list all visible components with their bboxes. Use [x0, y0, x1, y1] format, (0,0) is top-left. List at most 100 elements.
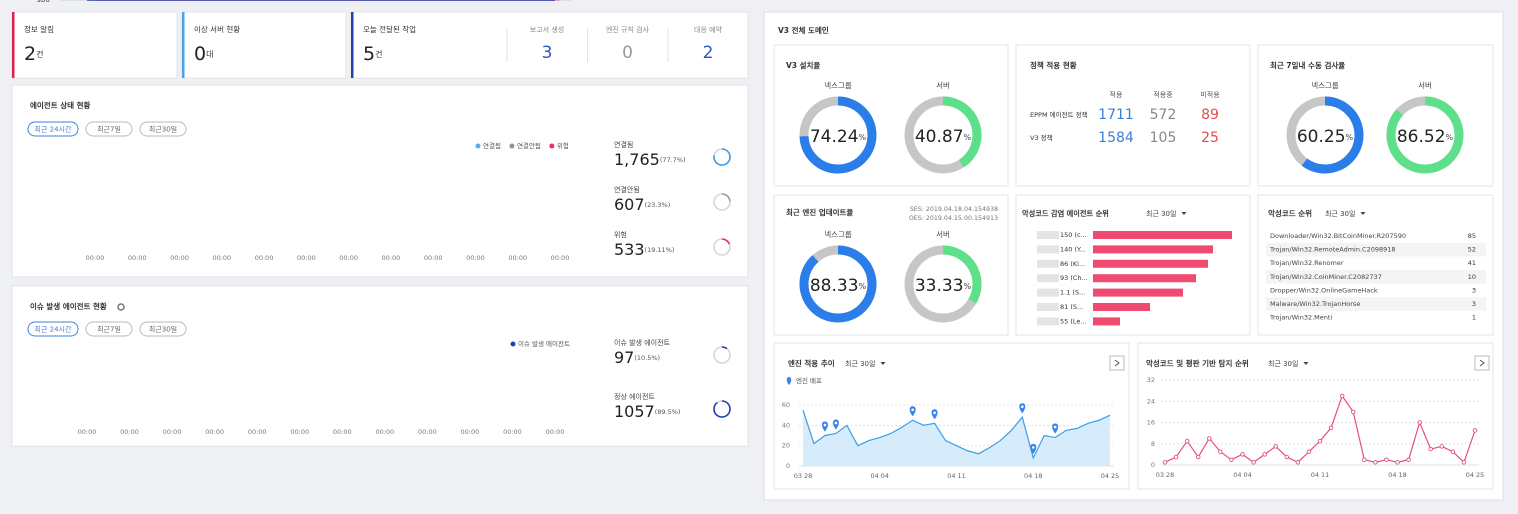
y-tick-label: 60 — [782, 401, 790, 409]
tab-label: 최근 24시간 — [35, 125, 72, 134]
x-tick-label: 00:00 — [297, 254, 316, 262]
card — [11, 84, 749, 278]
filter-dropdown[interactable]: 최근 30일 — [1146, 209, 1176, 218]
malware-name: Trojan/Win32.Renomer — [1269, 259, 1344, 267]
legend-label: 연결됨 — [483, 141, 501, 150]
donut-label: 서버 — [936, 80, 950, 90]
dropdown-arrow — [1360, 212, 1366, 215]
x-tick-label: 00:00 — [255, 254, 274, 262]
row-label: V3 정책 — [1030, 133, 1053, 142]
y-tick-label: 50 — [41, 0, 50, 4]
next-button[interactable] — [1474, 355, 1490, 371]
y-tick-label: 32 — [1147, 376, 1155, 384]
malware-name: Trojan/Win32.CoinMiner.C2082737 — [1269, 273, 1382, 281]
card-accent — [12, 12, 15, 78]
malware-name: Downloader/Win32.BitCoinMiner.R207590 — [1270, 232, 1406, 240]
stat-value: 1057(89.5%) — [614, 402, 680, 421]
x-tick-label: 00:00 — [128, 254, 147, 262]
row-stripe — [1266, 297, 1486, 311]
bar — [1093, 288, 1183, 297]
legend-dot — [549, 143, 555, 149]
filter-dropdown[interactable]: 최근 30일 — [1268, 359, 1298, 368]
filter-dropdown[interactable]: 최근 30일 — [1325, 209, 1355, 218]
unit: % — [1446, 133, 1454, 142]
bar-label: 86 (Ki... — [1060, 260, 1085, 268]
release-pin — [1019, 403, 1026, 414]
x-tick-label: 00:00 — [170, 254, 189, 262]
cell-value: 89 — [1201, 107, 1219, 123]
x-tick-label: 03 28 — [794, 472, 813, 480]
x-tick-label: 00:00 — [508, 254, 527, 262]
panel-title: 이슈 발생 에이전트 현황 — [30, 301, 107, 311]
ring-arc — [904, 245, 982, 323]
tab[interactable] — [139, 321, 187, 337]
task-value: 3 — [542, 43, 553, 63]
cell-value: 1711 — [1098, 107, 1134, 123]
card — [181, 11, 347, 79]
dropdown-arrow — [880, 362, 886, 365]
tab[interactable] — [139, 121, 187, 137]
x-tick-label: 00:00 — [382, 254, 401, 262]
point — [1339, 393, 1345, 399]
tab-label: 최근7일 — [97, 125, 121, 134]
column-header: 적용중 — [1153, 90, 1173, 99]
release-pin — [1052, 423, 1059, 434]
task-label: 엔진 규칙 검사 — [606, 25, 650, 34]
legend-label: 위험 — [557, 142, 569, 150]
card — [1257, 194, 1494, 336]
stat-value: 1,765(77.7%) — [614, 150, 686, 169]
bar — [1093, 231, 1232, 239]
x-tick-label: 00:00 — [163, 428, 182, 436]
value: 33.33 — [915, 276, 964, 296]
x-tick-label: 04 18 — [1388, 471, 1407, 479]
point — [1395, 460, 1400, 465]
unit: % — [964, 282, 972, 291]
legend-label: 연결안됨 — [517, 141, 541, 150]
x-tick-label: 04 04 — [870, 472, 889, 480]
settings-icon[interactable] — [117, 303, 125, 311]
pin-dot — [1020, 405, 1024, 409]
card-accent — [351, 12, 354, 78]
card-title: 최근 엔진 업데이트율 — [786, 207, 853, 217]
filter-dropdown[interactable]: 최근 30일 — [845, 359, 875, 368]
point — [1428, 446, 1433, 452]
next-button[interactable] — [1109, 355, 1125, 371]
card-title: 악성코드 감염 에이전트 순위 — [1022, 209, 1109, 218]
card-title: V3 설치율 — [786, 60, 820, 70]
y-tick-label: 16 — [1147, 419, 1155, 427]
card — [1015, 44, 1251, 187]
donut-label: 서버 — [1418, 80, 1432, 90]
ring-arc — [799, 96, 877, 174]
tab[interactable] — [27, 121, 79, 137]
value: 1057 — [614, 402, 655, 421]
unit: 대 — [206, 50, 213, 59]
legend-label: 이슈 발생 에이전트 — [518, 339, 570, 348]
legend-dot — [509, 143, 515, 149]
point — [1162, 460, 1168, 465]
tab[interactable] — [27, 321, 79, 337]
donut-value: 40.87% — [915, 127, 972, 147]
panel-title: 에이전트 상태 현황 — [30, 100, 91, 110]
tab[interactable] — [85, 121, 133, 137]
x-tick-label: 00:00 — [248, 428, 267, 436]
card-title: 정책 적용 현황 — [1030, 60, 1077, 70]
ring-arc — [713, 193, 731, 211]
card — [11, 11, 178, 79]
stat-label: 이슈 발생 에이전트 — [614, 338, 671, 347]
ring-arc — [904, 96, 982, 174]
bar-label: 150 (c... — [1060, 231, 1087, 239]
next-arrow — [1479, 359, 1485, 367]
pin-dot — [1031, 446, 1035, 449]
point — [1229, 457, 1234, 462]
pin-dot — [933, 411, 936, 415]
card-accent — [182, 12, 185, 78]
donut-value: 74.24% — [810, 127, 867, 147]
donut-label: 넥스그룹 — [1311, 80, 1339, 90]
tab[interactable] — [85, 321, 133, 337]
value: 40.87 — [915, 127, 964, 147]
masked-text — [1037, 303, 1059, 311]
unit: % — [1346, 133, 1354, 142]
x-tick-label: 04 11 — [1311, 471, 1330, 479]
tab-label: 최근 24시간 — [35, 325, 72, 334]
bar — [1093, 303, 1150, 311]
